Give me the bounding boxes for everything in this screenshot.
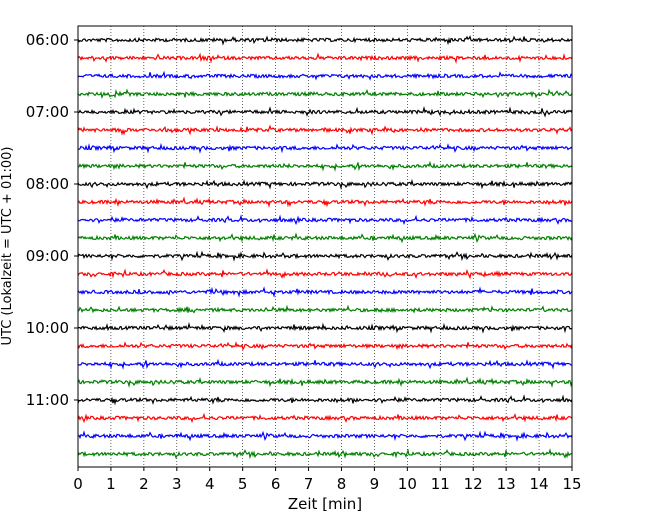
seismic-trace xyxy=(77,178,573,190)
y-tick-label: 07:00 xyxy=(26,103,69,121)
y-tick-label: 09:00 xyxy=(26,247,69,265)
x-tick-label: 13 xyxy=(497,475,516,493)
x-axis-ticks: 0 1 2 3 4 5 6 7 8 9 10 11 12 13 14 15 xyxy=(73,467,582,493)
seismic-trace xyxy=(77,105,573,118)
seismic-trace xyxy=(77,430,573,442)
x-tick-label: 15 xyxy=(562,475,581,493)
seismic-trace xyxy=(77,304,573,314)
x-tick-label: 12 xyxy=(464,475,483,493)
x-tick-label: 10 xyxy=(398,475,417,493)
seismic-trace xyxy=(77,412,573,424)
x-tick-label: 3 xyxy=(172,475,182,493)
seismic-trace xyxy=(77,394,573,406)
y-axis-label: UTC (Lokalzeit = UTC + 01:00) xyxy=(0,147,15,346)
seismic-trace xyxy=(77,341,573,351)
seismic-trace xyxy=(77,376,573,389)
x-tick-label: 9 xyxy=(370,475,380,493)
plot-frame xyxy=(77,25,573,468)
seismic-trace xyxy=(77,88,573,100)
x-tick-label: 11 xyxy=(431,475,450,493)
seismic-trace xyxy=(77,448,573,460)
seismic-trace xyxy=(77,142,573,154)
seismic-trace xyxy=(77,358,573,370)
seismic-trace xyxy=(77,35,573,46)
y-tick-label: 06:00 xyxy=(26,31,69,49)
x-tick-label: 4 xyxy=(205,475,215,493)
seismic-trace xyxy=(77,286,573,298)
seismic-trace xyxy=(77,232,573,244)
y-tick-label: 10:00 xyxy=(26,319,69,337)
x-tick-label: 14 xyxy=(530,475,549,493)
x-tick-label: 6 xyxy=(271,475,281,493)
x-tick-label: 2 xyxy=(139,475,149,493)
x-tick-label: 7 xyxy=(304,475,314,493)
seismic-trace xyxy=(77,52,573,64)
x-tick-label: 0 xyxy=(73,475,83,493)
seismic-trace xyxy=(77,70,573,81)
seismic-trace xyxy=(77,322,573,334)
seismic-trace xyxy=(77,250,573,262)
seismic-trace xyxy=(77,196,573,209)
x-axis-label: Zeit [min] xyxy=(288,495,362,513)
seismic-trace xyxy=(77,160,573,172)
x-tick-label: 1 xyxy=(106,475,116,493)
x-tick-label: 8 xyxy=(337,475,347,493)
x-tick-label: 5 xyxy=(238,475,248,493)
y-tick-label: 11:00 xyxy=(26,391,69,409)
seismic-trace xyxy=(77,124,573,136)
seismic-trace xyxy=(77,214,573,226)
seismic-traces xyxy=(77,35,573,460)
seismic-trace xyxy=(77,268,573,280)
y-tick-label: 08:00 xyxy=(26,175,69,193)
y-axis-ticks: 06:00 07:00 08:00 09:00 10:00 11:00 xyxy=(26,31,78,409)
